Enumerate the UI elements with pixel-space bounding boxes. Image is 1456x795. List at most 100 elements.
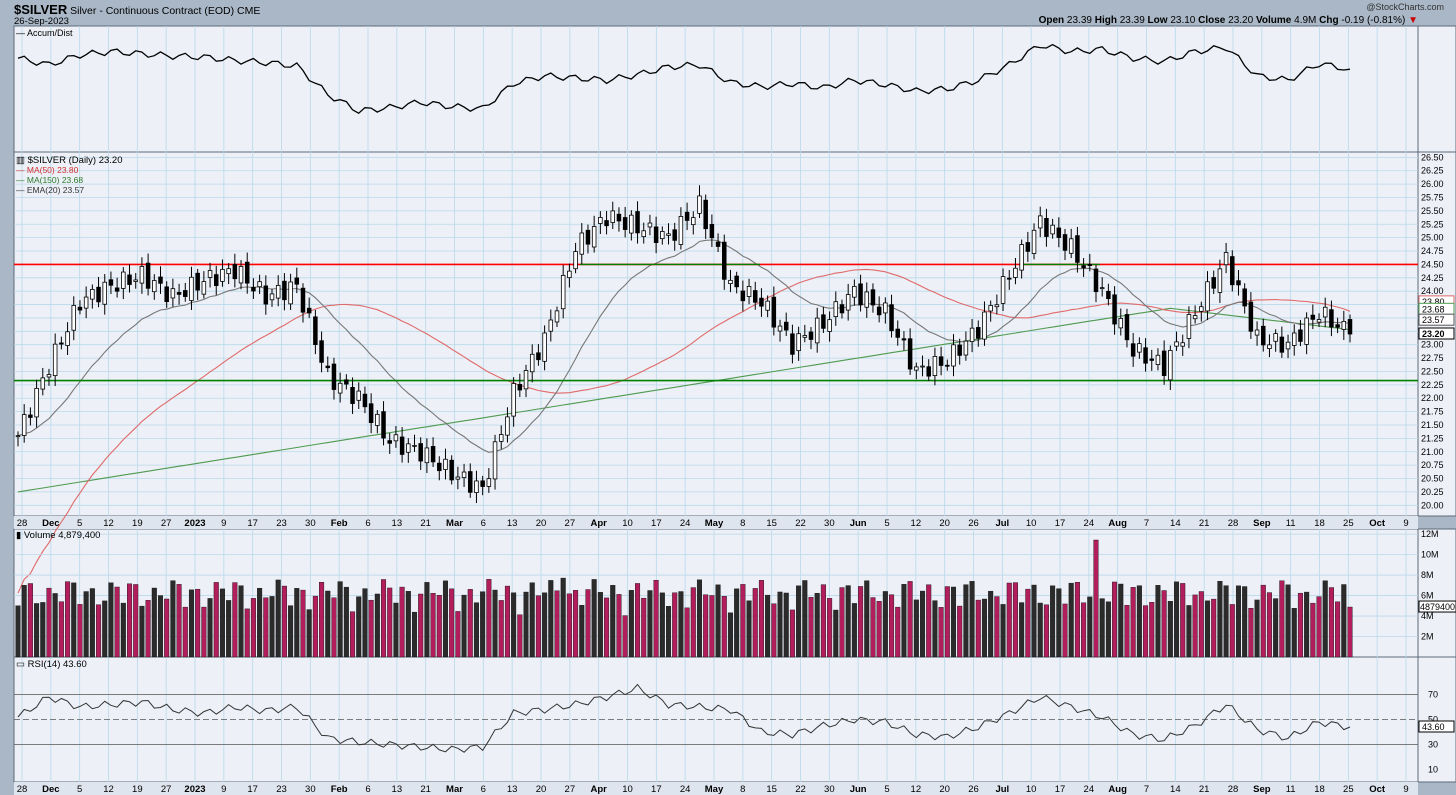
x-tick-label-bottom: 9 — [221, 784, 226, 795]
x-tick-label-bottom: 2023 — [184, 784, 205, 795]
price-tick-label: 26.00 — [1421, 179, 1444, 189]
volume-bar — [381, 579, 387, 658]
rsi-axis-area — [1417, 656, 1456, 783]
price-tick-label: 24.25 — [1421, 273, 1444, 283]
x-tick-label-top: 25 — [1343, 518, 1354, 529]
volume-bar — [127, 583, 133, 658]
volume-bar — [1328, 587, 1334, 658]
volume-bar — [58, 601, 64, 658]
candle-body — [319, 340, 324, 363]
rsi-legend: ▭ RSI(14) 43.60 — [16, 659, 87, 670]
candle-body — [412, 444, 417, 447]
low-value: 23.10 — [1170, 15, 1196, 26]
x-tick-label-top: 30 — [824, 518, 835, 529]
x-tick-label-bottom: 30 — [824, 784, 835, 795]
volume-bar — [963, 584, 969, 658]
candle-body — [1149, 358, 1154, 361]
candle-body — [684, 211, 690, 221]
x-tick-label-top: 26 — [968, 518, 979, 529]
candle-body — [344, 379, 349, 385]
candle-body — [1217, 268, 1223, 293]
volume-bar — [1062, 603, 1068, 658]
price-tick-label: 22.25 — [1421, 380, 1444, 390]
volume-bar — [1000, 604, 1006, 658]
price-tick-label: 20.75 — [1421, 460, 1444, 470]
volume-bar — [83, 591, 89, 658]
volume-bar — [1167, 601, 1173, 658]
candle-body — [220, 269, 225, 282]
candle-body — [598, 217, 603, 224]
candle-body — [375, 413, 380, 426]
candle-body — [195, 272, 200, 291]
x-tick-label-bottom: 25 — [1343, 784, 1354, 795]
volume-bar — [343, 586, 349, 658]
ema20-axis-tag-box — [1418, 313, 1455, 326]
candle-body — [455, 476, 461, 480]
volume-axis-tag-box — [1418, 600, 1456, 613]
ma150-legend-text: MA(150) 23.68 — [26, 175, 84, 185]
volume-bar — [1186, 605, 1192, 658]
x-tick-label-top: Sep — [1253, 518, 1271, 529]
candle-body — [158, 276, 163, 284]
volume-bar — [1341, 584, 1347, 658]
volume-bar — [858, 586, 864, 658]
candle-body — [313, 316, 318, 345]
volume-bar — [498, 600, 504, 658]
volume-bar — [411, 611, 418, 658]
candle-body — [1161, 350, 1167, 376]
volume-bar — [1149, 602, 1155, 658]
volume-bar — [201, 606, 207, 658]
x-tick-label-top: Jun — [850, 518, 867, 529]
candle-body — [1068, 238, 1074, 254]
chg-label: Chg — [1319, 15, 1339, 26]
instrument-description: Silver - Continuous Contract (EOD) — [70, 5, 235, 17]
candle-body — [734, 275, 739, 288]
volume-bar — [244, 608, 250, 658]
volume-bar — [275, 579, 281, 658]
x-tick-label-top: 22 — [795, 518, 806, 529]
x-tick-label-bottom: 20 — [536, 784, 547, 795]
volume-bar — [1174, 581, 1180, 658]
volume-bar — [1242, 586, 1248, 658]
volume-bar — [1087, 596, 1093, 658]
x-tick-label-top: 11 — [1286, 518, 1296, 529]
volume-bar — [232, 582, 238, 658]
candle-body — [641, 230, 646, 238]
x-tick-label-bottom: 13 — [507, 784, 518, 795]
volume-bar — [851, 603, 857, 658]
candle-body — [288, 281, 293, 305]
candle-body — [480, 480, 485, 487]
x-tick-label-bottom: 28 — [1228, 784, 1239, 795]
candle-body — [362, 393, 368, 408]
volume-bar — [597, 592, 603, 658]
x-tick-label-bottom: 19 — [132, 784, 143, 795]
x-tick-label-top: 12 — [911, 518, 922, 529]
volume-bar — [312, 595, 318, 658]
price-legend: ▥ $SILVER (Daily) 23.20 — [16, 155, 123, 166]
x-tick-label-top: Jul — [995, 518, 1009, 529]
volume-bar — [170, 580, 176, 658]
volume-bar — [1118, 583, 1124, 658]
x-tick-label-top: 24 — [1084, 518, 1095, 529]
volume-bar — [665, 606, 672, 658]
candle-body — [1273, 333, 1278, 342]
x-tick-label-bottom: 24 — [1084, 784, 1095, 795]
candle-body — [1093, 268, 1099, 293]
candle-body — [201, 281, 207, 295]
volume-bar — [1025, 588, 1031, 658]
volume-bar — [1335, 601, 1341, 658]
x-tick-label-bottom: 9 — [1403, 784, 1408, 795]
candle-body — [988, 305, 993, 312]
candle-body — [827, 319, 832, 332]
volume-bar — [1050, 585, 1056, 658]
volume-bar — [436, 595, 442, 658]
volume-bar — [34, 603, 40, 658]
candle-body — [740, 290, 746, 302]
x-tick-label-top: 20 — [939, 518, 950, 529]
x-tick-label-bottom: 27 — [565, 784, 576, 795]
candle-body — [573, 251, 578, 270]
x-tick-label-bottom: 22 — [795, 784, 806, 795]
volume-bar — [1074, 582, 1080, 658]
ohlc-readout: Open 23.39 High 23.39 Low 23.10 Close 23… — [1039, 15, 1418, 26]
